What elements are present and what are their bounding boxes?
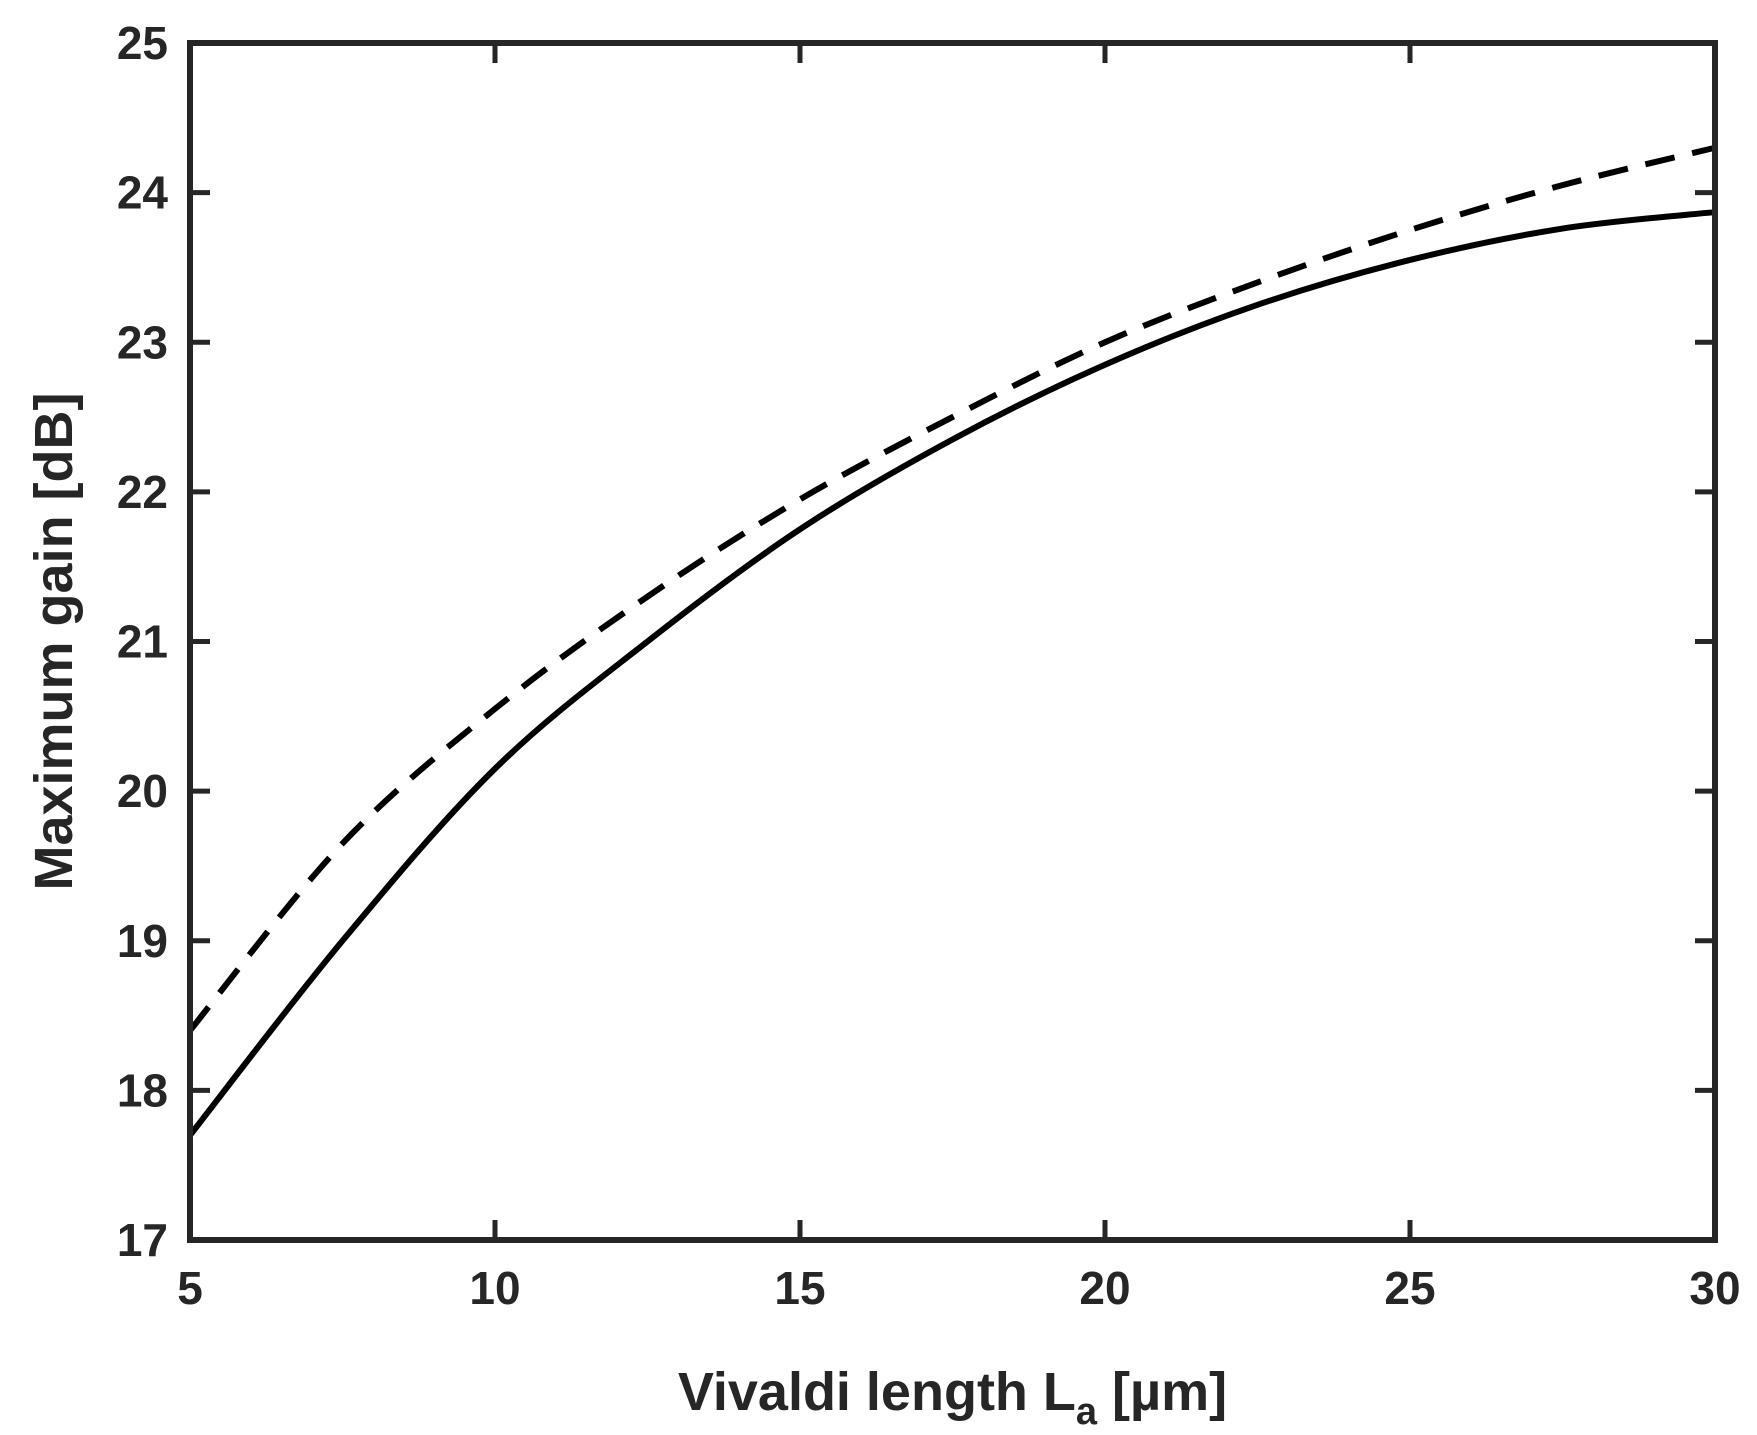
plot-frame (187, 40, 1718, 1243)
y-tick-label: 22 (117, 466, 168, 518)
y-tick-label: 23 (117, 316, 168, 368)
series-lines (187, 144, 1716, 1138)
x-tick-label: 10 (469, 1262, 520, 1314)
series-line-solid (187, 209, 1716, 1138)
x-axis-label-unit: [µm] (1097, 1362, 1227, 1422)
x-axis-label-subscript: a (1076, 1391, 1098, 1433)
tick-labels: 5 10 15 20 25 30 17 18 19 20 21 22 23 24 25 (117, 17, 1741, 1314)
y-tick-label: 24 (117, 167, 169, 219)
y-tick-label: 21 (117, 616, 168, 668)
x-axis-label-main: Vivaldi length L (678, 1362, 1076, 1422)
y-tick-label: 25 (117, 17, 168, 69)
x-tick-label: 25 (1384, 1262, 1435, 1314)
y-tick-label: 19 (117, 915, 168, 967)
x-tick-label: 15 (774, 1262, 825, 1314)
x-tick-label: 30 (1689, 1262, 1740, 1314)
y-tick-label: 18 (117, 1064, 168, 1116)
y-axis-label: Maximum gain [dB] (24, 392, 84, 890)
x-axis-label: Vivaldi length La [µm] (678, 1362, 1227, 1433)
y-tick-label: 17 (117, 1214, 168, 1266)
x-tick-label: 5 (177, 1262, 203, 1314)
series-line-dashed (187, 144, 1716, 1033)
y-tick-label: 20 (117, 765, 168, 817)
x-tick-label: 20 (1079, 1262, 1130, 1314)
